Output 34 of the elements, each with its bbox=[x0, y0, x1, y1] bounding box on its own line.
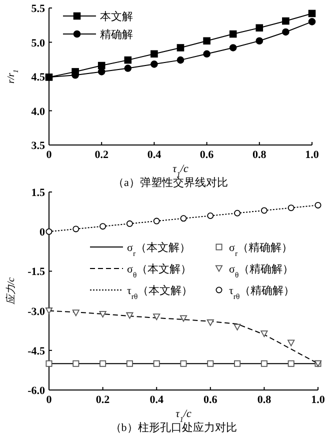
x-tick-label: 0.6 bbox=[200, 149, 214, 161]
legend-label: σ$_{θ}$（精确解） bbox=[229, 264, 294, 279]
x-tick-label: 1.0 bbox=[311, 394, 326, 406]
x-tick-label: 0.8 bbox=[257, 394, 272, 406]
x-axis-title: τ$_{1}$/c bbox=[176, 408, 192, 424]
y-tick-label: 4.0 bbox=[31, 106, 46, 118]
legend-label: 精确解 bbox=[100, 29, 133, 41]
x-tick-label: 1.0 bbox=[305, 149, 320, 161]
y-tick-label: -3.0 bbox=[28, 306, 46, 318]
y-tick-label: -6.0 bbox=[28, 385, 46, 397]
y-tick-label: -4.5 bbox=[28, 345, 46, 358]
x-tick-label: 0.2 bbox=[94, 149, 109, 161]
legend-label: σ$_{θ}$（本文解） bbox=[127, 262, 192, 279]
y-tick-label: 4.5 bbox=[31, 72, 46, 84]
x-tick-label: 0.2 bbox=[96, 394, 110, 406]
x-axis-title: τ$_{1}$/c bbox=[172, 163, 188, 178]
y-tick-label: 3.5 bbox=[31, 140, 46, 152]
x-tick-label: 0.6 bbox=[204, 394, 218, 406]
legend-label: 本文解 bbox=[100, 10, 133, 23]
x-tick-label: 0.4 bbox=[147, 149, 162, 161]
y-tick-label: 1.5 bbox=[31, 187, 46, 199]
y-tick-label: 5.0 bbox=[31, 37, 46, 50]
legend-label: σ$_{r}$（精确解） bbox=[229, 242, 292, 258]
y-axis-title: 应力/c bbox=[5, 276, 17, 305]
x-tick-label: 0.8 bbox=[252, 149, 267, 161]
x-tick-label: 0.4 bbox=[150, 394, 164, 406]
y-tick-label: 5.5 bbox=[31, 3, 46, 15]
legend-label: τ$_{rθ}$（本文解） bbox=[127, 284, 193, 300]
y-tick-label: 0 bbox=[40, 226, 46, 239]
legend-label: τ$_{rθ}$（精确解） bbox=[229, 285, 295, 300]
y-tick-label: -1.5 bbox=[28, 266, 46, 278]
text: （a）弹塑性交界线对比 bbox=[113, 176, 228, 189]
legend-label: σ$_{r}$（本文解） bbox=[127, 241, 190, 258]
text: （b）柱形孔口处应力对比 bbox=[110, 421, 237, 434]
